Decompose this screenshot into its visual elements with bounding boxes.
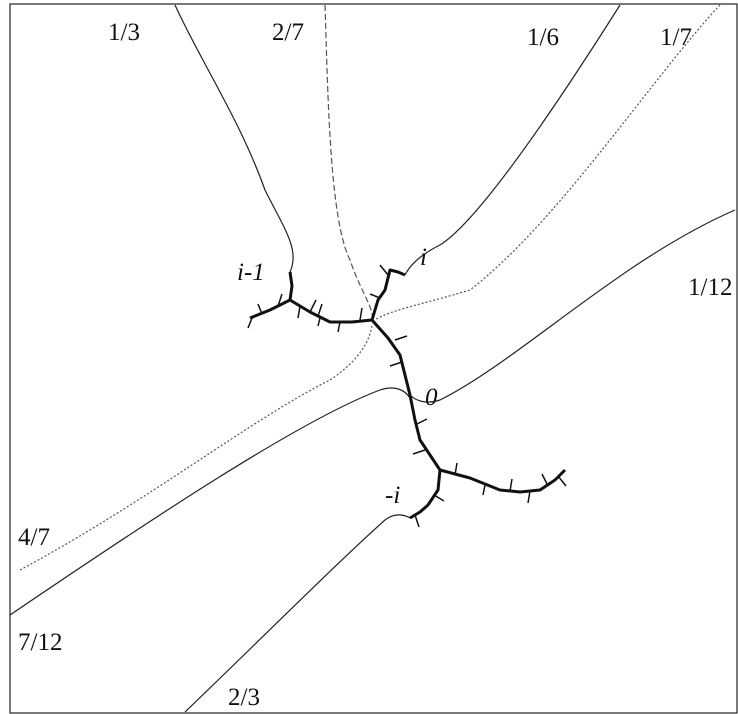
point-label: 0 [425,384,438,411]
ray [405,5,620,275]
julia-set [248,265,566,527]
ray [185,515,410,712]
ray [10,388,410,615]
ray-label: 1/3 [108,19,140,46]
ray-label: 2/3 [228,684,260,711]
frame [10,4,737,713]
ray-label: 1/12 [688,274,732,301]
point-label: i [420,244,427,271]
ray-label: 2/7 [272,19,304,46]
ray-label: 7/12 [18,629,62,656]
ray [20,325,372,570]
figure: 1/3 2/7 1/6 1/7 1/12 4/7 7/12 2/3 i-1 i … [0,0,738,714]
ray-label: 4/7 [18,524,50,551]
ray-label: 1/6 [527,24,559,51]
ray [375,5,720,320]
point-label: i-1 [237,259,265,286]
ray [410,210,735,402]
ray [325,5,372,320]
point-label: -i [385,482,400,509]
ray-label: 1/7 [660,24,692,51]
